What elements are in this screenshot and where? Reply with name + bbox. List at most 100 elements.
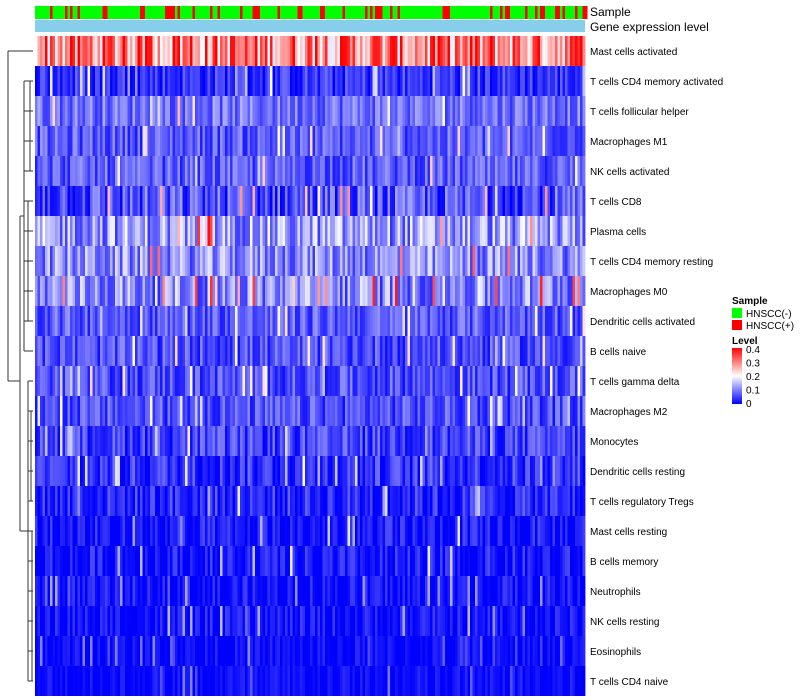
- heatmap-cell: [60, 396, 63, 426]
- heatmap-cell: [495, 366, 498, 396]
- heatmap-cell: [207, 96, 211, 126]
- heatmap-cell: [492, 486, 496, 516]
- heatmap-cell: [162, 66, 166, 96]
- heatmap-cell: [212, 546, 216, 576]
- heatmap-cell: [55, 546, 58, 576]
- heatmap-cell: [260, 636, 263, 666]
- heatmap-cell: [202, 606, 206, 636]
- heatmap-cell: [162, 546, 166, 576]
- heatmap-cell: [522, 246, 526, 276]
- heatmap-cell: [330, 276, 333, 306]
- heatmap-cell: [175, 306, 178, 336]
- heatmap-cell: [330, 576, 333, 606]
- heatmap-cell: [562, 366, 566, 396]
- heatmap-cell: [402, 606, 406, 636]
- heatmap-cell: [285, 576, 288, 606]
- heatmap-cell: [357, 306, 361, 336]
- heatmap-cell: [372, 276, 376, 306]
- heatmap-cell: [547, 666, 551, 696]
- heatmap-cell: [502, 516, 506, 546]
- heatmap-cell: [292, 306, 296, 336]
- heatmap-cell: [55, 36, 58, 66]
- heatmap-cell: [220, 336, 223, 366]
- heatmap-cell: [215, 156, 218, 186]
- heatmap-cell: [415, 246, 418, 276]
- heatmap-cell: [407, 396, 411, 426]
- heatmap-cell: [242, 336, 246, 366]
- heatmap-cell: [322, 576, 326, 606]
- heatmap-cell: [450, 666, 453, 696]
- heatmap-cell: [370, 96, 373, 126]
- heatmap-cell: [377, 156, 381, 186]
- heatmap-cell: [417, 546, 421, 576]
- heatmap-cell: [135, 516, 138, 546]
- heatmap-cell: [447, 396, 451, 426]
- heatmap-cell: [177, 186, 181, 216]
- heatmap-cell: [442, 546, 446, 576]
- heatmap-cell: [92, 546, 96, 576]
- heatmap-cell: [440, 666, 443, 696]
- heatmap-cell: [292, 156, 296, 186]
- heatmap-cell: [407, 516, 411, 546]
- heatmap-cell: [230, 516, 233, 546]
- heatmap-cell: [577, 66, 581, 96]
- heatmap-cell: [575, 66, 578, 96]
- heatmap-cell: [35, 426, 38, 456]
- heatmap-cell: [265, 396, 268, 426]
- heatmap-cell: [225, 306, 228, 336]
- heatmap-cell: [555, 96, 558, 126]
- heatmap-cell: [535, 276, 538, 306]
- heatmap-cell: [72, 126, 76, 156]
- heatmap-cell: [245, 576, 248, 606]
- heatmap-cell: [50, 546, 53, 576]
- heatmap-cell: [395, 636, 398, 666]
- heatmap-cell: [237, 66, 241, 96]
- heatmap-cell: [122, 156, 126, 186]
- heatmap-cell: [135, 336, 138, 366]
- heatmap-cell: [520, 216, 523, 246]
- heatmap-cell: [530, 606, 533, 636]
- heatmap-cell: [55, 366, 58, 396]
- heatmap-cell: [170, 576, 173, 606]
- heatmap-cell: [555, 486, 558, 516]
- heatmap-cell: [245, 666, 248, 696]
- heatmap-cell: [355, 456, 358, 486]
- heatmap-cell: [447, 246, 451, 276]
- heatmap-cell: [252, 486, 256, 516]
- heatmap-cell: [402, 366, 406, 396]
- heatmap-cell: [242, 366, 246, 396]
- heatmap-cell: [332, 546, 336, 576]
- heatmap-cell: [105, 216, 108, 246]
- heatmap-cell: [347, 666, 351, 696]
- heatmap-cell: [467, 606, 471, 636]
- heatmap-cell: [457, 576, 461, 606]
- heatmap-cell: [67, 666, 71, 696]
- heatmap-cell: [362, 576, 366, 606]
- heatmap-cell: [492, 336, 496, 366]
- heatmap-cell: [545, 666, 548, 696]
- heatmap-cell: [230, 186, 233, 216]
- heatmap-cell: [315, 186, 318, 216]
- heatmap-cell: [562, 96, 566, 126]
- heatmap-cell: [430, 486, 433, 516]
- heatmap-cell: [567, 306, 571, 336]
- heatmap-cell: [310, 36, 313, 66]
- heatmap-cell: [452, 276, 456, 306]
- heatmap-cell: [322, 186, 326, 216]
- heatmap-cell: [385, 66, 388, 96]
- heatmap-cell: [295, 576, 298, 606]
- heatmap-cell: [295, 36, 298, 66]
- heatmap-cell: [445, 216, 448, 246]
- heatmap-cell: [95, 36, 98, 66]
- heatmap-cell: [125, 96, 128, 126]
- heatmap-cell: [232, 216, 236, 246]
- heatmap-cell: [90, 216, 93, 246]
- heatmap-cell: [515, 246, 518, 276]
- heatmap-cell: [312, 186, 316, 216]
- heatmap-cell: [372, 636, 376, 666]
- heatmap-cell: [577, 156, 581, 186]
- heatmap-cell: [297, 546, 301, 576]
- heatmap-cell: [570, 666, 573, 696]
- heatmap-cell: [262, 456, 266, 486]
- heatmap-cell: [417, 456, 421, 486]
